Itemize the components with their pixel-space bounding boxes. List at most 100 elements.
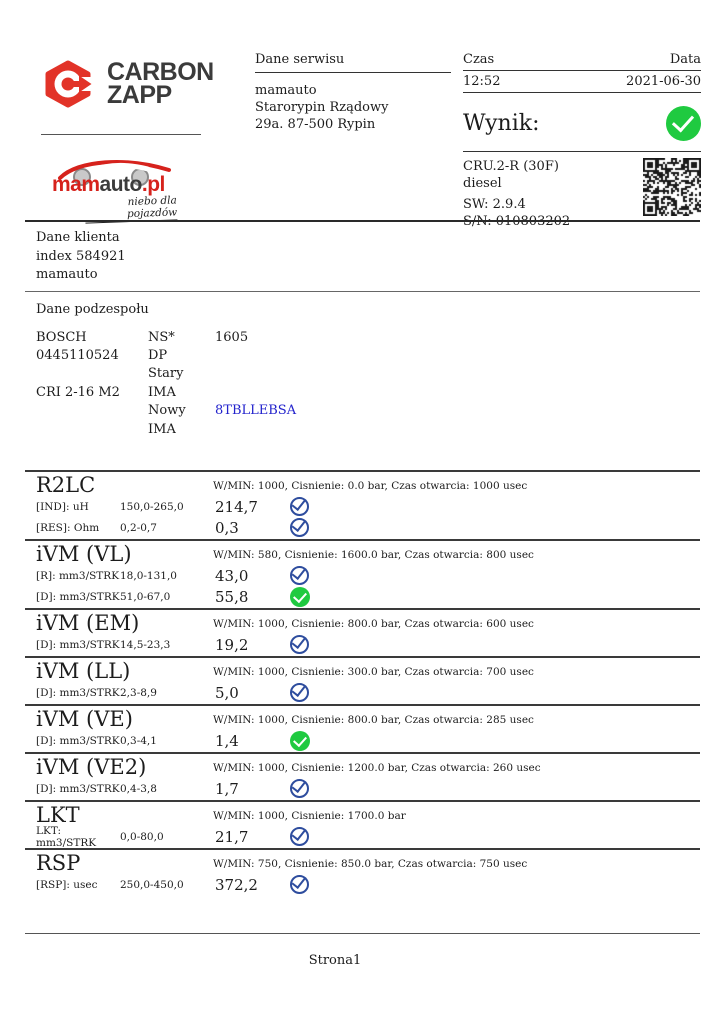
result-label: Wynik: xyxy=(463,110,540,136)
test-results-table: R2LC W/MIN: 1000, Cisnienie: 0.0 bar, Cza… xyxy=(25,470,700,896)
test-row: LKT: mm3/STRK 0,0-80,0 21,7 xyxy=(36,824,700,849)
test-row-range: 14,5-23,3 xyxy=(120,638,171,651)
pass-blue-check-icon xyxy=(290,518,309,537)
time-value: 12:52 xyxy=(463,74,501,89)
test-row-value: 0,3 xyxy=(215,518,239,537)
date-value: 2021-06-30 xyxy=(626,74,701,89)
mamauto-wordmark: mamauto.pl xyxy=(52,173,177,197)
service-address-line: mamauto xyxy=(255,83,317,98)
component-field-value xyxy=(215,384,700,402)
test-row-label: [IND]: uH xyxy=(36,500,89,513)
test-row-range: 0,3-4,1 xyxy=(120,734,157,747)
page-number: Strona1 xyxy=(308,953,362,968)
device-fuel: diesel xyxy=(463,176,502,191)
test-section: LKT W/MIN: 1000, Cisnienie: 1700.0 bar LKT… xyxy=(25,800,700,849)
test-section-header: RSP W/MIN: 750, Cisnienie: 850.0 bar, Cza… xyxy=(36,851,700,875)
pass-blue-check-icon xyxy=(290,827,309,846)
test-row: [D]: mm3/STRK 14,5-23,3 19,2 xyxy=(36,634,700,655)
test-row-range: 250,0-450,0 xyxy=(120,878,184,891)
test-row-value: 21,7 xyxy=(215,827,249,846)
test-row-range: 0,4-3,8 xyxy=(120,782,157,795)
wordmark-part2: auto xyxy=(99,173,143,196)
test-parameters: W/MIN: 750, Cisnienie: 850.0 bar, Czas o… xyxy=(213,858,528,870)
test-row: [D]: mm3/STRK 51,0-67,0 55,8 xyxy=(36,586,700,607)
info-section: Dane klienta index 584921 mamauto Dane po… xyxy=(25,224,700,439)
pass-green-check-icon xyxy=(290,586,310,607)
component-title: Dane podzespołu xyxy=(36,301,149,317)
test-row: [D]: mm3/STRK 2,3-8,9 5,0 xyxy=(36,682,700,703)
component-manufacturer-cell: BOSCH xyxy=(36,329,87,345)
test-row-value: 5,0 xyxy=(215,683,239,702)
service-address-line: 29a. 87-500 Rypin xyxy=(255,117,376,132)
test-parameters: W/MIN: 1000, Cisnienie: 800.0 bar, Czas … xyxy=(213,618,534,630)
pass-blue-check-icon xyxy=(290,779,309,798)
pass-blue-check-icon xyxy=(290,683,309,702)
component-row: Nowy 8TBLLEBSA xyxy=(36,402,700,420)
test-row-range: 18,0-131,0 xyxy=(120,569,177,582)
test-row: [D]: mm3/STRK 0,4-3,8 1,7 xyxy=(36,778,700,799)
component-row: BOSCH NS* 1605 xyxy=(36,329,700,347)
test-row-label: [RES]: Ohm xyxy=(36,521,100,534)
brand-divider xyxy=(41,134,201,135)
test-section: iVM (LL) W/MIN: 1000, Cisnienie: 300.0 ba… xyxy=(25,656,700,704)
test-row: [D]: mm3/STRK 0,3-4,1 1,4 xyxy=(36,730,700,751)
component-field-value xyxy=(215,365,700,383)
component-manufacturer-cell xyxy=(36,402,148,420)
client-line: index 584921 xyxy=(36,248,126,264)
test-row-label: [D]: mm3/STRK xyxy=(36,782,120,795)
test-row-range: 51,0-67,0 xyxy=(120,590,171,603)
test-section-header: iVM (VE) W/MIN: 1000, Cisnienie: 800.0 ba… xyxy=(36,707,700,731)
test-row-label: LKT: mm3/STRK xyxy=(36,824,97,849)
test-row-value: 372,2 xyxy=(215,875,258,894)
test-name: LKT xyxy=(36,803,80,827)
qr-code xyxy=(643,158,701,216)
component-field-value: 8TBLLEBSA xyxy=(215,403,297,419)
pass-blue-check-icon xyxy=(290,497,309,516)
component-row: 0445110524 DP xyxy=(36,347,700,365)
test-section: iVM (VL) W/MIN: 580, Cisnienie: 1600.0 ba… xyxy=(25,539,700,608)
component-field-label: Stary xyxy=(148,366,184,382)
test-section-header: iVM (VE2) W/MIN: 1000, Cisnienie: 1200.0 … xyxy=(36,755,700,779)
test-section: iVM (VE2) W/MIN: 1000, Cisnienie: 1200.0 … xyxy=(25,752,700,800)
result-pass-check-icon xyxy=(666,105,701,141)
date-label: Data xyxy=(669,52,701,67)
test-section-header: iVM (VL) W/MIN: 580, Cisnienie: 1600.0 ba… xyxy=(36,542,700,566)
test-row-value: 214,7 xyxy=(215,497,258,516)
footer-rule xyxy=(25,933,700,934)
test-section: RSP W/MIN: 750, Cisnienie: 850.0 bar, Cza… xyxy=(25,848,700,896)
header-right-column: Czas Data 12:52 2021-06-30 Wynik: CRU.2-… xyxy=(463,52,701,230)
component-field-label: IMA xyxy=(148,384,176,400)
test-name: iVM (EM) xyxy=(36,611,140,635)
test-name: R2LC xyxy=(36,473,96,497)
brand-line2: ZAPP xyxy=(107,81,172,109)
mamauto-logo: mamauto.pl niebo dla pojazdów xyxy=(52,157,178,224)
service-address-line: Starorypin Rządowy xyxy=(255,100,389,115)
test-row-label: [D]: mm3/STRK xyxy=(36,686,120,699)
component-manufacturer-cell xyxy=(36,365,148,383)
test-row-label: [R]: mm3/STRK xyxy=(36,569,120,582)
test-row-value: 55,8 xyxy=(215,587,249,606)
test-parameters: W/MIN: 1000, Cisnienie: 1700.0 bar xyxy=(213,810,406,822)
test-row-label: [RSP]: usec xyxy=(36,878,98,891)
test-row-label: [D]: mm3/STRK xyxy=(36,734,120,747)
test-parameters: W/MIN: 1000, Cisnienie: 0.0 bar, Czas ot… xyxy=(213,480,528,492)
test-row-range: 0,2-0,7 xyxy=(120,521,157,534)
component-field-label: IMA xyxy=(148,421,176,437)
device-info-block: CRU.2-R (30F) diesel SW: 2.9.4 S/N: 0108… xyxy=(463,152,701,230)
component-rows: BOSCH NS* 1605 0445110524 DP Stary CRI 2-16 M2… xyxy=(36,329,700,439)
brand-line1: CARBON xyxy=(107,58,214,86)
device-model: CRU.2-R (30F) xyxy=(463,159,559,174)
component-row: IMA xyxy=(36,421,700,439)
test-row: [RES]: Ohm 0,2-0,7 0,3 xyxy=(36,517,700,538)
component-row: CRI 2-16 M2 IMA xyxy=(36,384,700,402)
test-parameters: W/MIN: 1000, Cisnienie: 1200.0 bar, Czas… xyxy=(213,762,541,774)
test-row: [IND]: uH 150,0-265,0 214,7 xyxy=(36,496,700,517)
client-line: mamauto xyxy=(36,267,98,282)
test-section: iVM (VE) W/MIN: 1000, Cisnienie: 800.0 ba… xyxy=(25,704,700,752)
component-field-label: DP xyxy=(148,347,168,363)
component-field-value xyxy=(215,347,700,365)
test-row-value: 19,2 xyxy=(215,635,249,654)
test-row-range: 2,3-8,9 xyxy=(120,686,157,699)
test-section-header: iVM (EM) W/MIN: 1000, Cisnienie: 800.0 ba… xyxy=(36,611,700,635)
